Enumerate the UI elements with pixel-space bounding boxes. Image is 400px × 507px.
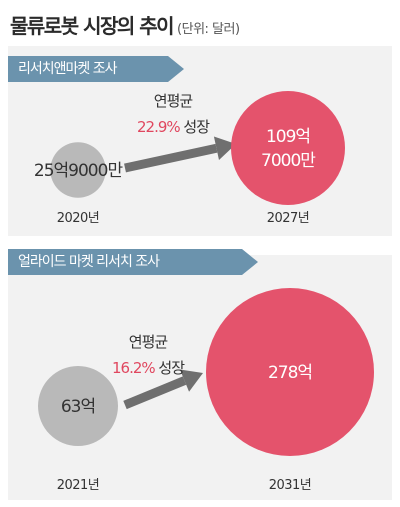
unit-label: (단위: 달러) [177,22,240,37]
panel-allied-market-research: 63억 2021년 278억 2031년 연평균 16.2% 성장 얼라이드 마켓 리서치… [8,249,392,500]
value-label: 63억 [61,397,95,417]
bubble-chart-1: 25억9000만 2020년 109억 7000만 2027년 연평균 22.9% 성장 [34,91,345,226]
cagr-caption: 연평균 [129,333,169,351]
year-label: 2021년 [57,478,100,493]
panel-research-and-markets: 25억9000만 2020년 109억 7000만 2027년 연평균 22.9% 성장 리… [8,46,392,236]
growth-arrow-shaft [124,143,218,173]
value-label: 7000만 [261,151,316,171]
bubble-end [231,91,345,205]
year-label: 2031년 [269,478,312,493]
chart-title: 물류로봇 시장의 추이 [10,14,175,38]
year-label: 2027년 [267,211,310,226]
source-banner-1: 리서치앤마켓 조사 [8,56,184,82]
growth-arrow-head [213,136,236,160]
value-label: 278억 [268,363,312,383]
cagr-rate-label: 16.2% 성장 [112,359,185,377]
year-label: 2020년 [57,211,100,226]
cagr-suffix: 성장 [158,359,185,377]
value-label: 25억9000만 [34,161,124,181]
chart-header: 물류로봇 시장의 추이 (단위: 달러) [10,10,392,42]
cagr-rate-value: 22.9% [137,118,183,136]
cagr-rate-value: 16.2% [112,359,158,377]
cagr-caption: 연평균 [154,92,194,110]
bubble-start [38,366,118,446]
cagr-rate-label: 22.9% 성장 [137,118,210,136]
bubble-end [206,288,374,456]
bubble-start [50,142,106,198]
growth-arrow-shaft [123,376,187,410]
bubble-chart-2: 63억 2021년 278억 2031년 연평균 16.2% 성장 [38,288,374,493]
cagr-suffix: 성장 [183,118,210,136]
value-label: 109억 [266,127,310,147]
growth-arrow-head [179,369,203,392]
source-banner-2: 얼라이드 마켓 리서치 조사 [8,249,258,275]
